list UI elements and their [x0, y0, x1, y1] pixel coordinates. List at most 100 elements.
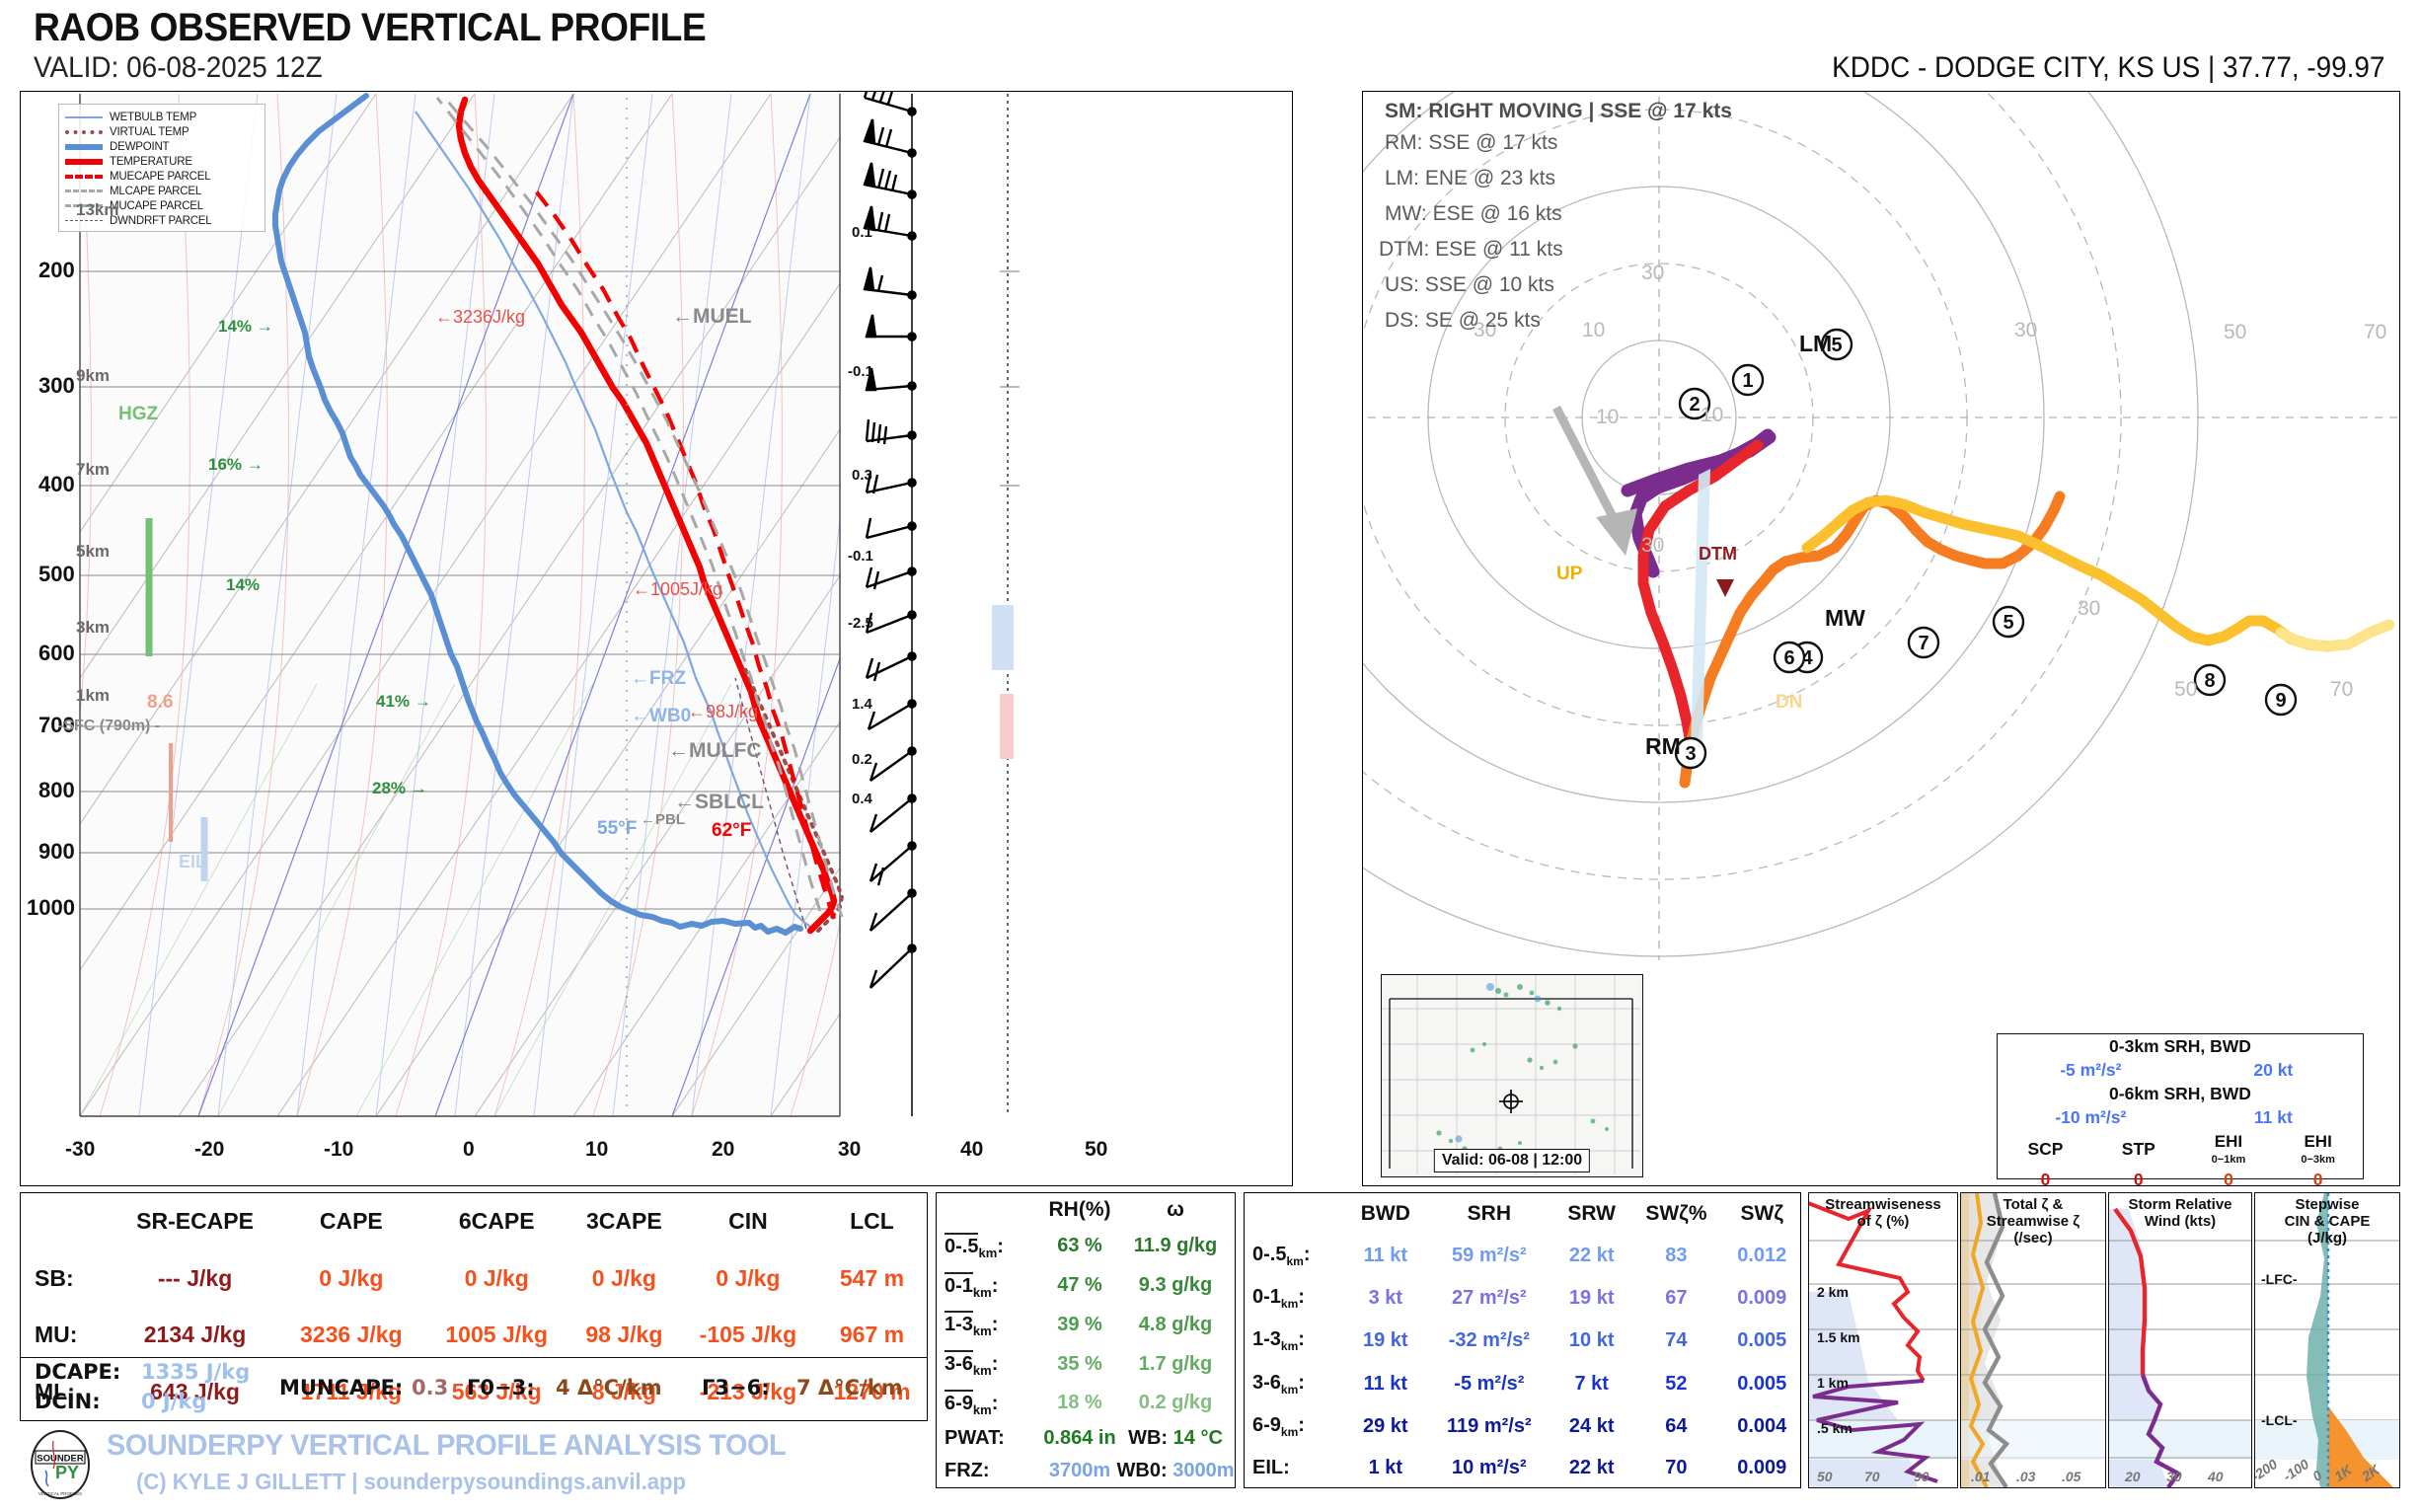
- hodo-trace-3-6km: [1679, 491, 2066, 789]
- table-row-3-6km: 3-6km: 11 kt -5 m²/s² 7 kt 52 0.005: [1245, 1363, 1800, 1405]
- mini-title-streamwiseness: Streamwiseness of ζ (%): [1825, 1196, 1941, 1230]
- rh-label-4: 28% →: [372, 779, 427, 797]
- row-label-mu: MU:: [35, 1322, 78, 1348]
- mini-panel-total-zeta[interactable]: Total ζ & Streamwise ζ (/sec) .01 .03 .0…: [1960, 1192, 2106, 1488]
- svg-text:6: 6: [1783, 647, 1794, 669]
- ds-arrow: [1552, 405, 1638, 557]
- cell-srh-0-1km: 27 m²/s²: [1452, 1287, 1527, 1310]
- mini-panels: Streamwiseness of ζ (%) 2 km 1.5 km 1 km…: [1808, 1192, 2400, 1488]
- cell-bwd-0-05km: 11 kt: [1363, 1244, 1408, 1266]
- index-value-stp: 0: [2133, 1170, 2144, 1190]
- surface-dewpoint-label: 55°F: [597, 818, 638, 839]
- col-header-6cape: 6CAPE: [458, 1208, 535, 1235]
- legend-swatch-mlcape: [65, 189, 103, 192]
- mini-panel-streamwiseness[interactable]: Streamwiseness of ζ (%) 2 km 1.5 km 1 km…: [1808, 1192, 1958, 1488]
- vector-ds: DS: SE @ 25 kts: [1385, 309, 1541, 332]
- rh-label-3: 41% →: [376, 692, 431, 711]
- col-header-rh: RH(%): [1048, 1198, 1111, 1222]
- mini-title-total-zeta: Total ζ & Streamwise ζ (/sec): [1986, 1196, 2080, 1247]
- cell-srw-0-1km: 19 kt: [1568, 1287, 1615, 1310]
- cell-sb-cin: 0 J/kg: [716, 1264, 781, 1291]
- mini-height-05km: .5 km: [1817, 1420, 1853, 1436]
- radar-map: [1382, 975, 1640, 1174]
- hodo-trace-1-3km: [1637, 439, 1764, 749]
- cell-bwd-6-9km: 29 kt: [1363, 1414, 1408, 1437]
- hodo-trace-9-12km: [2275, 619, 2395, 652]
- hgz-label: HGZ: [118, 404, 159, 424]
- col-header-bwd: BWD: [1360, 1201, 1410, 1225]
- legend-swatch-temperature: [65, 158, 103, 165]
- cell-swzpct-3-6km: 52: [1665, 1372, 1688, 1395]
- table-row-6-9km: 6-9km: 18 % 0.2 g/kg: [937, 1384, 1235, 1423]
- pressure-tick-200: 200: [38, 258, 75, 282]
- svg-text:5: 5: [2003, 612, 2013, 634]
- cell-srw-6-9km: 24 kt: [1568, 1414, 1615, 1437]
- skewt-diagram: [21, 92, 1290, 1183]
- legend-label: DEWPOINT: [110, 140, 170, 153]
- wb0-cell: WB0: 3000m: [1116, 1455, 1235, 1487]
- table-row-6-9km: 6-9km: 29 kt 119 m²/s² 24 kt 64 0.004: [1245, 1405, 1800, 1448]
- vector-rm: RM: SSE @ 17 kts: [1385, 131, 1558, 154]
- radar-map-inset[interactable]: Valid: 06-08 | 12:00: [1381, 974, 1643, 1177]
- brand-line2: (C) KYLE J GILLETT | sounderpysoundings.…: [136, 1469, 686, 1494]
- omega-tick-4: -2.5: [848, 615, 873, 632]
- cell-mu-6cape: 1005 J/kg: [445, 1322, 548, 1348]
- srh-row2-srh: -10 m²/s²: [2055, 1107, 2127, 1128]
- hodo-trace-6-9km: [1801, 494, 2334, 652]
- index-name-scp: SCP: [2027, 1138, 2064, 1159]
- legend-item: VIRTUAL TEMP: [65, 124, 259, 139]
- table-header-row: BWD SRH SRW SWζ% SWζ: [1245, 1193, 1800, 1235]
- mucape-parcel-trace: [441, 95, 844, 918]
- table-row-pwat: PWAT: 0.864 in WB: 14 °C: [937, 1423, 1235, 1456]
- srh-row1-srh: -5 m²/s²: [2060, 1060, 2122, 1081]
- pressure-tick-300: 300: [38, 373, 75, 398]
- virtual-temp-trace: [741, 662, 845, 933]
- marker-label-mw: MW: [1825, 605, 1865, 631]
- cell-swzpct-0-05km: 83: [1665, 1244, 1688, 1266]
- col-header-srh: SRH: [1467, 1201, 1512, 1225]
- pwat-value: 0.864 in: [1043, 1427, 1116, 1450]
- brand-footer: SOUNDER PY VERTICAL PROFILES SOUNDERPY V…: [20, 1425, 928, 1504]
- temp-tick-50: 50: [1085, 1138, 1108, 1161]
- storm-motion-header: SM: RIGHT MOVING | SSE @ 17 kts: [1385, 100, 1732, 122]
- legend-item: TEMPERATURE: [65, 154, 259, 169]
- frz-value: 3700m: [1048, 1460, 1111, 1482]
- cell-ml-cin: -213 J/kg: [699, 1378, 797, 1404]
- dwndrft-parcel-trace: [734, 677, 807, 930]
- cell-swzpct-0-1km: 67: [1665, 1287, 1688, 1310]
- ring-label-30b: 30: [1641, 534, 1664, 557]
- mini-panel-srw[interactable]: Storm Relative Wind (kts) 20 30 40: [2108, 1192, 2252, 1488]
- legend-swatch-wetbulb: [65, 115, 103, 118]
- pressure-tick-900: 900: [38, 839, 75, 864]
- skewt-panel[interactable]: WETBULB TEMP VIRTUAL TEMP DEWPOINT TEMPE…: [20, 91, 1293, 1186]
- cell-rh-6-9km: 18 %: [1057, 1392, 1102, 1414]
- row-label-1-3km: 1-3km:: [937, 1305, 1043, 1344]
- ring-label-50: 50: [2224, 321, 2246, 343]
- kinematics-table: BWD SRH SRW SWζ% SWζ 0-.5km: 11 kt 59 m²…: [1244, 1192, 1801, 1488]
- mini-height-1km: 1 km: [1817, 1375, 1849, 1391]
- col-header-srecape: SR-ECAPE: [136, 1208, 254, 1235]
- mini-axis-001: .01: [1971, 1469, 1991, 1484]
- dcape-value: 1335 J/kg: [141, 1360, 251, 1384]
- row-label-ml: ML:: [35, 1378, 75, 1404]
- svg-text:8: 8: [2204, 670, 2215, 692]
- cape-annotation-3km: ←98J/kg: [688, 702, 759, 721]
- sm-wedge: [1691, 469, 1710, 745]
- vector-lm: LM: ENE @ 23 kts: [1385, 167, 1556, 189]
- table-row-sb: SB: --- J/kg 0 J/kg 0 J/kg 0 J/kg 0 J/kg…: [21, 1250, 927, 1308]
- station-info: KDDC - DODGE CITY, KS US | 37.77, -99.97: [1831, 51, 2384, 84]
- hodograph-panel[interactable]: 1 2 3 4 6 5 5 7 8 9 11 30 30 10 10 10: [1116, 0, 2400, 1189]
- cell-mu-srecape: 2134 J/kg: [143, 1322, 247, 1348]
- mini-panel-stepwise-cape[interactable]: Stepwise CIN & CAPE (J/kg) -LFC- -LCL- -…: [2254, 1192, 2400, 1488]
- legend-item: MUECAPE PARCEL: [65, 169, 259, 184]
- eil-label: EIL: [179, 852, 207, 871]
- mini-axis-50: 50: [1817, 1469, 1833, 1484]
- index-value-ehi-01: 0: [2224, 1170, 2233, 1190]
- svg-text:PY: PY: [55, 1463, 79, 1482]
- legend-swatch-dwndrft: [65, 220, 103, 221]
- ring-label-50b: 50: [2174, 678, 2197, 701]
- rh-label-2: 14%: [226, 575, 261, 594]
- cell-mu-cape: 3236 J/kg: [300, 1322, 403, 1348]
- moisture-table: RH(%) ω 0-.5km: 63 % 11.9 g/kg 0-1km: 47…: [936, 1192, 1236, 1488]
- valid-time: VALID: 06-08-2025 12Z: [34, 51, 323, 84]
